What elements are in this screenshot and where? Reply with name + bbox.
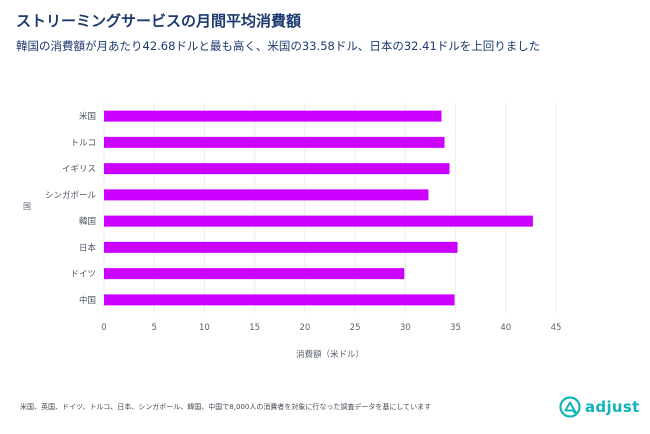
brand-logo: adjust (559, 395, 640, 419)
bar (104, 189, 429, 201)
x-tick-label: 0 (101, 323, 106, 333)
x-tick-labels: 0 5 10 15 20 25 30 35 40 45 (101, 323, 561, 333)
category-label: 日本 (79, 242, 97, 253)
category-label: イギリス (62, 165, 96, 175)
x-tick-label: 35 (450, 323, 461, 333)
brand-name: adjust (585, 398, 640, 416)
bar (104, 241, 458, 253)
bar (104, 268, 405, 280)
x-tick-label: 45 (551, 323, 562, 333)
x-tick-label: 20 (299, 323, 310, 333)
category-label: 韓国 (79, 216, 96, 227)
chart-subtitle: 韓国の消費額が月あたり42.68ドルと最も高く、米国の33.58ドル、日本の32… (16, 39, 541, 53)
x-tick-label: 10 (199, 323, 210, 333)
x-tick-label: 5 (152, 323, 157, 333)
x-tick-label: 30 (400, 323, 411, 333)
x-tick-label: 15 (249, 323, 260, 333)
y-axis-label: 国 (23, 202, 31, 211)
bar (104, 110, 442, 122)
bar (104, 215, 533, 227)
x-tick-label: 40 (500, 323, 511, 333)
category-label: ドイツ (70, 270, 96, 280)
category-label: シンガポール (45, 190, 97, 201)
category-label: 中国 (79, 295, 96, 306)
x-axis-label: 消費額（米ドル） (296, 349, 364, 360)
x-tick-label: 25 (350, 323, 361, 333)
category-label: 米国 (79, 111, 96, 122)
bars (104, 110, 533, 306)
bar (104, 136, 445, 148)
bar (104, 294, 455, 306)
category-label: トルコ (71, 138, 96, 148)
chart-title: ストリーミングサービスの月間平均消費額 (16, 12, 302, 30)
grid-lines (103, 103, 557, 313)
footnote: 米国、英国、ドイツ、トルコ、日本、シンガポール、韓国、中国で8,000人の消費者… (20, 403, 432, 411)
adjust-logo-icon (559, 396, 581, 418)
bar (104, 163, 450, 175)
